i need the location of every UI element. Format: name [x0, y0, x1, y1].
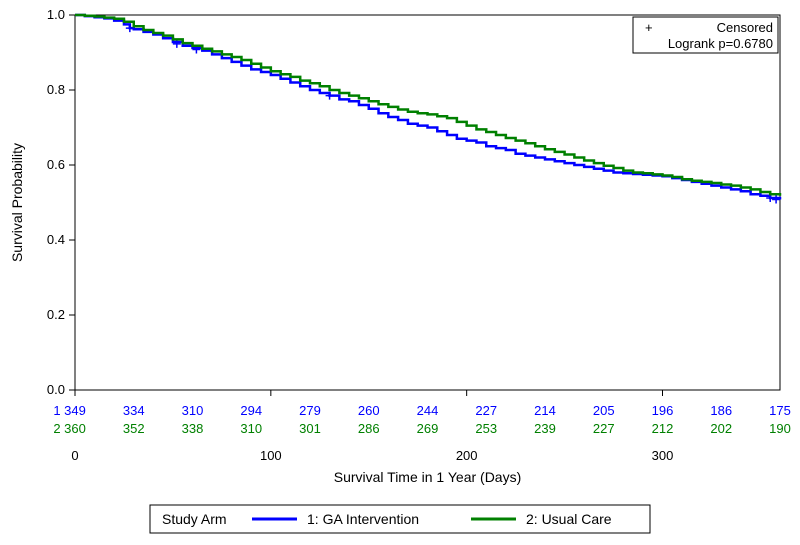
risk-value: 227: [475, 403, 497, 418]
y-tick-label: 1.0: [47, 7, 65, 22]
risk-value: 244: [417, 403, 439, 418]
risk-value: 360: [64, 421, 86, 436]
risk-value: 227: [593, 421, 615, 436]
logrank-label: Logrank p=0.6780: [668, 36, 773, 51]
risk-value: 205: [593, 403, 615, 418]
y-axis-label: Survival Probability: [9, 143, 25, 262]
x-tick-label: 300: [652, 448, 674, 463]
survival-chart: 0.0 0.2 0.4 0.6 0.8 1.0 0 100 200 300 Survival Pro…: [0, 0, 800, 545]
risk-value: 310: [240, 421, 262, 436]
risk-value: 279: [299, 403, 321, 418]
risk-value: 286: [358, 421, 380, 436]
censored-label: Censored: [717, 20, 773, 35]
risk-value: 175: [769, 403, 791, 418]
x-tick-label: 0: [71, 448, 78, 463]
risk-value: 301: [299, 421, 321, 436]
y-tick-label: 0.2: [47, 307, 65, 322]
risk-value: 352: [123, 421, 145, 436]
risk-value: 334: [123, 403, 145, 418]
risk-value: 214: [534, 403, 556, 418]
risk-value: 202: [710, 421, 732, 436]
risk-value: 253: [475, 421, 497, 436]
risk-value: 294: [240, 403, 262, 418]
y-tick-label: 0.8: [47, 82, 65, 97]
study-arm-title: Study Arm: [162, 511, 227, 527]
risk-value: 196: [652, 403, 674, 418]
risk-value: 338: [182, 421, 204, 436]
legend-item-label: 1: GA Intervention: [307, 511, 419, 527]
x-axis-label: Survival Time in 1 Year (Days): [334, 469, 522, 485]
censored-symbol: +: [645, 20, 653, 35]
y-tick-label: 0.0: [47, 382, 65, 397]
risk-value: 260: [358, 403, 380, 418]
risk-value: 310: [182, 403, 204, 418]
x-tick-label: 100: [260, 448, 282, 463]
legend-item-label: 2: Usual Care: [526, 511, 612, 527]
risk-value: 186: [710, 403, 732, 418]
risk-value: 269: [417, 421, 439, 436]
risk-row-id: 1: [53, 403, 60, 418]
risk-row-id: 2: [53, 421, 60, 436]
risk-value: 239: [534, 421, 556, 436]
risk-value: 190: [769, 421, 791, 436]
plot-border: [75, 15, 780, 390]
y-tick-label: 0.6: [47, 157, 65, 172]
chart-svg: 0.0 0.2 0.4 0.6 0.8 1.0 0 100 200 300 Survival Pro…: [0, 0, 800, 545]
risk-value: 212: [652, 421, 674, 436]
y-tick-label: 0.4: [47, 232, 65, 247]
risk-value: 349: [64, 403, 86, 418]
x-tick-label: 200: [456, 448, 478, 463]
